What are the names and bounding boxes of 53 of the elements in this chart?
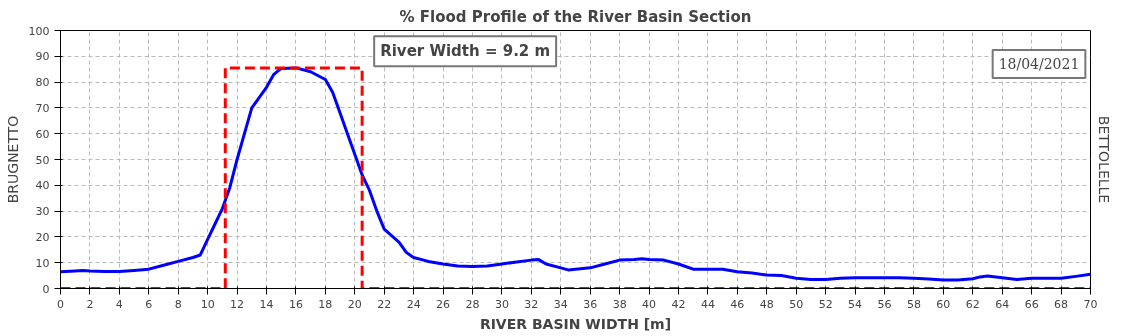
annotation: 18/04/2021	[998, 56, 1080, 73]
x-tick-label: 70	[1083, 297, 1098, 311]
x-tick-label: 42	[671, 297, 686, 311]
x-tick-label: 48	[759, 297, 774, 311]
x-tick-label: 62	[965, 297, 980, 311]
x-tick-label: 38	[612, 297, 627, 311]
x-tick-label: 64	[995, 297, 1010, 311]
x-tick-label: 26	[436, 297, 451, 311]
y-tick-label: 70	[35, 101, 50, 115]
x-tick-label: 46	[730, 297, 745, 311]
x-tick-label: 16	[288, 297, 303, 311]
x-tick-label: 2	[86, 297, 94, 311]
x-tick-label: 32	[524, 297, 539, 311]
x-tick-label: 0	[57, 297, 64, 311]
y-tick-label: 40	[35, 179, 50, 193]
x-tick-label: 40	[642, 297, 657, 311]
x-tick-label: 66	[1024, 297, 1039, 311]
y-tick-label: 20	[35, 230, 50, 244]
y2-axis-title: BETTOLELLE	[1095, 115, 1112, 204]
x-tick-label: 10	[200, 297, 215, 311]
y-tick-label: 100	[28, 24, 50, 38]
x-tick-label: 4	[115, 297, 123, 311]
x-tick-label: 56	[877, 297, 892, 311]
x-tick-label: 12	[230, 297, 245, 311]
y-tick-label: 30	[35, 205, 50, 219]
y-tick-label: 10	[35, 256, 50, 270]
x-tick-label: 68	[1054, 297, 1069, 311]
y-axis-title: BRUGNETTO	[4, 115, 21, 204]
x-axis-title: RIVER BASIN WIDTH [m]	[479, 315, 672, 332]
x-tick-label: 54	[848, 297, 863, 311]
x-tick-label: 8	[174, 297, 182, 311]
x-tick-label: 18	[318, 297, 333, 311]
y-tick-label: 90	[35, 50, 50, 64]
y-tick-label: 60	[35, 127, 50, 141]
x-tick-label: 6	[145, 297, 153, 311]
x-tick-label: 52	[818, 297, 833, 311]
x-tick-label: 58	[906, 297, 921, 311]
x-tick-label: 14	[259, 297, 274, 311]
x-tick-label: 36	[583, 297, 598, 311]
x-tick-label: 60	[936, 297, 951, 311]
x-tick-label: 22	[377, 297, 392, 311]
chart-title: % Flood Profile of the River Basin Section	[399, 7, 752, 26]
annotation: River Width = 9.2 m	[380, 42, 551, 61]
y-tick-label: 80	[35, 76, 50, 90]
x-tick-label: 28	[465, 297, 480, 311]
x-tick-label: 44	[700, 297, 715, 311]
y-tick-label: 0	[42, 282, 50, 296]
x-tick-label: 20	[347, 297, 362, 311]
x-tick-label: 30	[494, 297, 509, 311]
y-tick-label: 50	[35, 153, 50, 167]
x-tick-label: 34	[553, 297, 568, 311]
x-tick-label: 24	[406, 297, 421, 311]
x-tick-label: 50	[789, 297, 804, 311]
